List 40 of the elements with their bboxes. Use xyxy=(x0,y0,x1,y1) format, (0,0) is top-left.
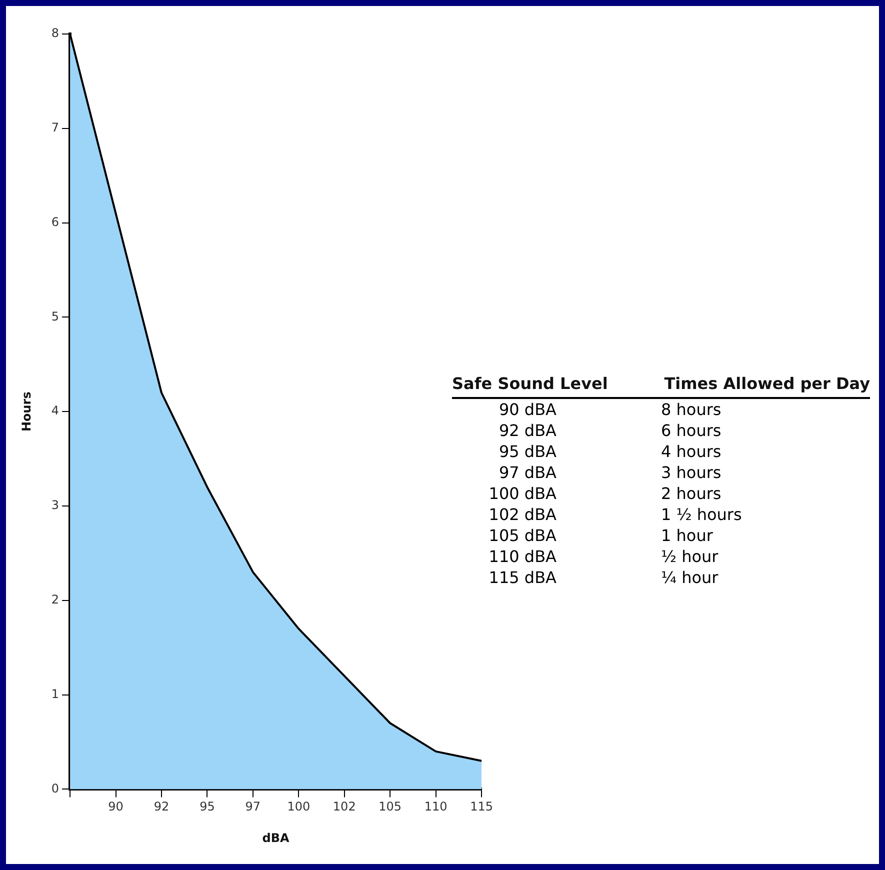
x-tick-label: 115 xyxy=(470,800,493,814)
text: 95 dBA xyxy=(498,441,556,462)
y-tick-label: 3 xyxy=(51,498,60,512)
x-tick-label: 105 xyxy=(378,800,402,814)
text: 4 hours xyxy=(661,441,722,462)
x-tick-label: 95 xyxy=(200,800,215,814)
y-axis-title: Hours xyxy=(19,392,34,432)
text: 105 dBA xyxy=(488,525,556,546)
y-tick-label: 1 xyxy=(51,686,60,701)
text: 100 dBA xyxy=(488,483,556,504)
x-axis-title: dBA xyxy=(262,830,290,845)
x-tick-label: 97 xyxy=(245,800,261,814)
y-tick-label: 8 xyxy=(51,26,60,40)
text: 3 hours xyxy=(661,462,722,483)
text: ½ hour xyxy=(661,546,720,567)
text: 97 dBA xyxy=(498,462,556,483)
x-tick-label: 92 xyxy=(154,800,170,814)
text: 115 dBA xyxy=(488,567,556,588)
text: 6 hours xyxy=(661,420,722,441)
x-tick-label: 110 xyxy=(424,800,448,814)
text: 110 dBA xyxy=(488,546,556,567)
text: 2 hours xyxy=(661,483,722,504)
y-tick-label: 7 xyxy=(51,120,60,135)
y-tick-label: 6 xyxy=(51,214,60,229)
y-tick-label: 4 xyxy=(51,404,60,418)
x-tick-label: 90 xyxy=(108,800,124,814)
y-tick-label: 2 xyxy=(51,592,60,607)
text: 8 hours xyxy=(661,399,722,420)
y-tick-label: 0 xyxy=(51,781,60,796)
y-tick-label: 5 xyxy=(51,309,60,324)
x-tick-label: 102 xyxy=(332,800,356,814)
text: 1 ½ hours xyxy=(661,504,743,525)
annotation: Safe Sound Level xyxy=(452,372,661,398)
text: ¼ hour xyxy=(661,567,720,588)
x-tick-label: 100 xyxy=(287,800,310,814)
text: 1 hour xyxy=(661,525,714,546)
text: 92 dBA xyxy=(498,420,556,441)
text: 90 dBA xyxy=(498,399,556,420)
text: Times Allowed per Day xyxy=(661,372,870,398)
text: 102 dBA xyxy=(488,504,556,525)
